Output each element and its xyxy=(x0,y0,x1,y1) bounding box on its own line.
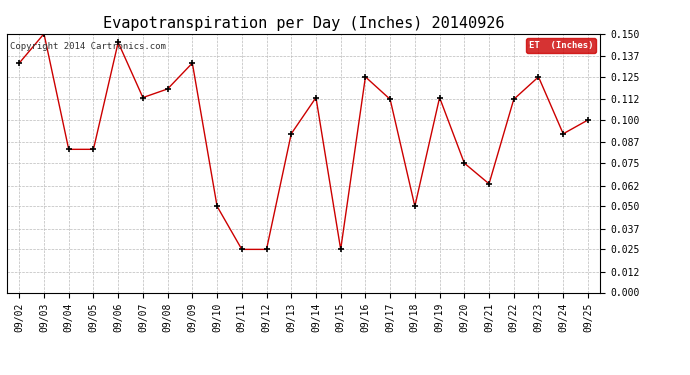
Title: Evapotranspiration per Day (Inches) 20140926: Evapotranspiration per Day (Inches) 2014… xyxy=(103,16,504,31)
Legend: ET  (Inches): ET (Inches) xyxy=(526,38,595,53)
Text: Copyright 2014 Cartronics.com: Copyright 2014 Cartronics.com xyxy=(10,42,166,51)
